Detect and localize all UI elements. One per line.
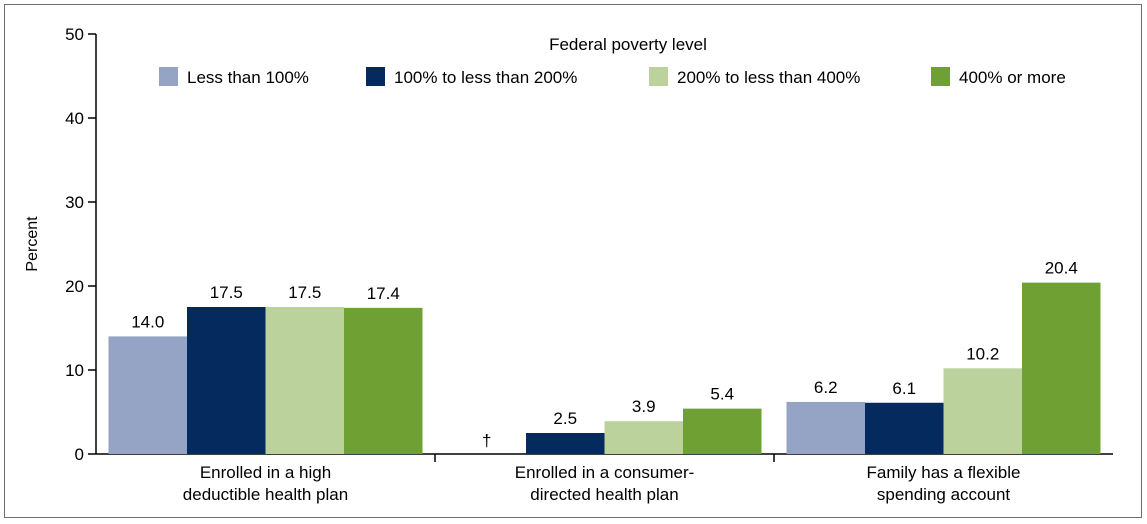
bar-value-label: 14.0: [131, 312, 164, 331]
bar-footnote-symbol: †: [482, 431, 491, 450]
chart-frame: 0 10 20 30 40 50 Percent Enrolled in a high dedu…: [4, 4, 1142, 518]
x-category-label: directed health plan: [530, 485, 678, 504]
legend-label: 100% to less than 200%: [394, 68, 577, 87]
bar: [683, 408, 762, 454]
bar: [265, 307, 344, 454]
x-category-label: spending account: [877, 485, 1011, 504]
bar-value-label: 10.2: [966, 344, 999, 363]
bar-value-label: 6.1: [892, 379, 916, 398]
y-tick-label: 20: [65, 277, 84, 296]
y-tick-label: 40: [65, 109, 84, 128]
legend-label: 200% to less than 400%: [677, 68, 860, 87]
legend-swatch: [649, 67, 668, 86]
bar: [943, 368, 1022, 454]
y-tick-label: 50: [65, 25, 84, 44]
bar-value-label: 6.2: [814, 378, 838, 397]
x-category-label: Enrolled in a high: [200, 463, 331, 482]
y-axis-label: Percent: [24, 216, 41, 272]
bar: [1022, 282, 1101, 454]
bar-value-label: 17.5: [210, 283, 243, 302]
x-category-label: Family has a flexible: [866, 463, 1020, 482]
legend-swatch: [931, 67, 950, 86]
bar: [187, 307, 266, 454]
bar-value-label: 2.5: [553, 409, 577, 428]
bar-value-label: 20.4: [1045, 259, 1078, 278]
bar-value-label: 5.4: [710, 385, 734, 404]
bar: [786, 401, 865, 454]
bar: [604, 421, 683, 454]
bar: [865, 402, 944, 454]
bar-value-label: 17.5: [288, 283, 321, 302]
y-tick-label: 30: [65, 193, 84, 212]
bar: [108, 336, 187, 454]
legend-label: Less than 100%: [187, 68, 309, 87]
y-tick-label: 10: [65, 361, 84, 380]
x-category-label: Enrolled in a consumer-: [515, 463, 695, 482]
legend-label: 400% or more: [959, 68, 1066, 87]
legend-swatch: [159, 67, 178, 86]
legend-swatch: [366, 67, 385, 86]
legend-title: Federal poverty level: [549, 35, 707, 54]
bar-chart: 0 10 20 30 40 50 Percent Enrolled in a high dedu…: [24, 25, 1113, 504]
bar: [344, 307, 423, 454]
bar: [526, 433, 605, 454]
y-tick-label: 0: [75, 445, 84, 464]
bar-value-label: 3.9: [632, 397, 656, 416]
x-category-label: deductible health plan: [183, 485, 348, 504]
bar-value-label: 17.4: [367, 284, 400, 303]
